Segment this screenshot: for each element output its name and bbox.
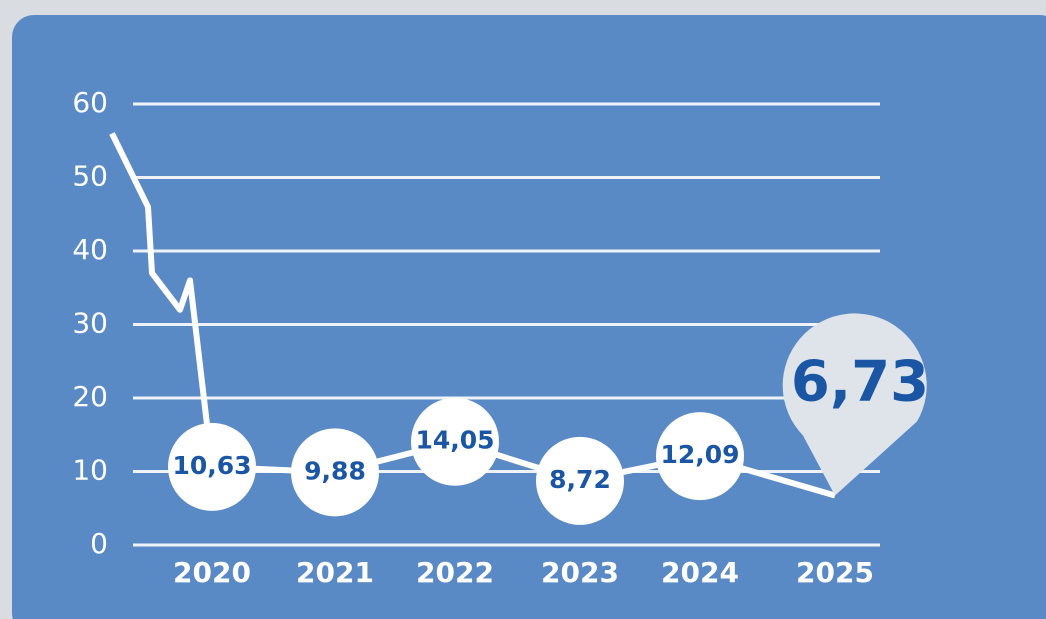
- point-bubble: [168, 422, 256, 511]
- y-tick-label: 60: [72, 86, 108, 119]
- value-label: 6,73: [791, 350, 929, 415]
- x-tick-label: 2025: [796, 556, 874, 589]
- value-label: 12,09: [660, 440, 739, 469]
- y-tick-label: 50: [72, 160, 108, 193]
- x-tick-label: 2020: [173, 556, 251, 589]
- value-label: 14,05: [415, 426, 494, 455]
- point-bubble: [291, 428, 379, 517]
- y-tick-label: 40: [72, 233, 108, 266]
- y-tick-label: 20: [72, 380, 108, 413]
- x-tick-label: 2023: [541, 556, 619, 589]
- x-tick-label: 2024: [661, 556, 739, 589]
- x-tick-label: 2021: [296, 556, 374, 589]
- pin: [782, 313, 927, 496]
- value-label: 9,88: [304, 456, 366, 485]
- point-bubble: [656, 412, 744, 501]
- y-tick-label: 30: [72, 307, 108, 340]
- y-tick-label: 0: [90, 527, 108, 560]
- point-bubble: [536, 436, 624, 525]
- value-label: 10,63: [172, 451, 251, 480]
- point-bubble: [411, 397, 499, 486]
- y-tick-label: 10: [72, 454, 108, 487]
- panel: [12, 15, 1046, 619]
- x-tick-label: 2022: [416, 556, 494, 589]
- value-label: 8,72: [549, 465, 611, 494]
